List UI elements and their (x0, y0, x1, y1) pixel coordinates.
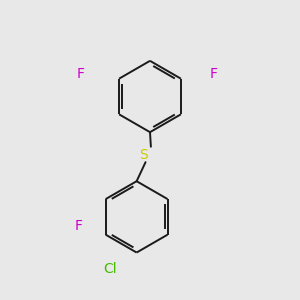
Text: F: F (210, 67, 218, 81)
Text: F: F (76, 67, 84, 81)
Text: Cl: Cl (103, 262, 117, 277)
Text: F: F (75, 219, 83, 233)
Text: S: S (139, 148, 148, 162)
